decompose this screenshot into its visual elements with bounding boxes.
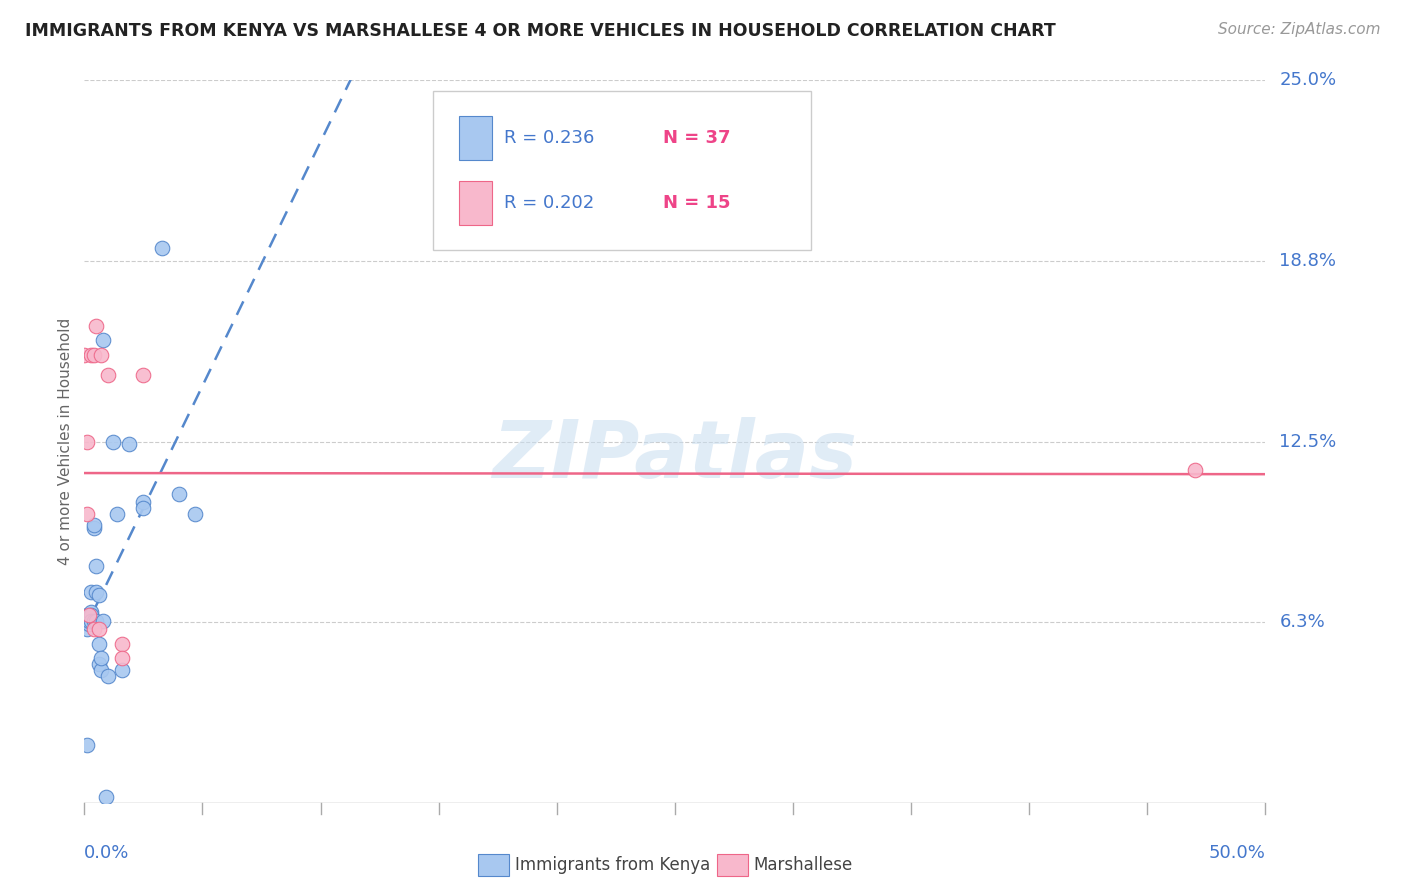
Point [76, 607, 98, 622]
Text: IMMIGRANTS FROM KENYA VS MARSHALLESE 4 OR MORE VEHICLES IN HOUSEHOLD CORRELATION: IMMIGRANTS FROM KENYA VS MARSHALLESE 4 O… [25, 22, 1056, 40]
Point [76, 623, 98, 637]
Point [94, 790, 117, 805]
Point [111, 651, 134, 665]
Point [1184, 463, 1206, 477]
Point [132, 501, 155, 516]
Point [91, 614, 114, 628]
Text: ZIPatlas: ZIPatlas [492, 417, 858, 495]
Text: 25.0%: 25.0% [1279, 71, 1337, 89]
Point [80, 584, 103, 599]
Point [80, 605, 103, 619]
Point [80, 348, 103, 362]
Point [111, 637, 134, 651]
Point [87, 623, 110, 637]
Point [90, 651, 112, 665]
Point [77, 614, 100, 628]
Point [111, 663, 134, 677]
Point [167, 486, 190, 500]
Text: R = 0.236: R = 0.236 [503, 129, 593, 147]
Point [91, 334, 114, 348]
Point [90, 663, 112, 677]
Point [97, 368, 120, 382]
Text: 0.0%: 0.0% [84, 845, 129, 863]
Point [90, 348, 112, 362]
Point [77, 607, 100, 622]
Text: Immigrants from Kenya: Immigrants from Kenya [515, 856, 710, 874]
Point [97, 668, 120, 682]
Point [84, 318, 107, 333]
Point [84, 558, 107, 573]
Point [184, 507, 207, 521]
Point [87, 637, 110, 651]
Point [76, 434, 98, 449]
Text: N = 15: N = 15 [664, 194, 731, 212]
Point [84, 614, 107, 628]
Point [83, 521, 105, 535]
Point [77, 607, 100, 622]
Y-axis label: 4 or more Vehicles in Household: 4 or more Vehicles in Household [58, 318, 73, 566]
Point [80, 614, 103, 628]
FancyBboxPatch shape [458, 181, 492, 225]
Text: R = 0.202: R = 0.202 [503, 194, 593, 212]
Point [76, 507, 98, 521]
Point [132, 368, 155, 382]
Point [77, 607, 100, 622]
Text: 6.3%: 6.3% [1279, 613, 1324, 632]
Point [87, 588, 110, 602]
Text: N = 37: N = 37 [664, 129, 731, 147]
FancyBboxPatch shape [458, 117, 492, 160]
Point [87, 657, 110, 671]
Point [118, 437, 141, 451]
Point [83, 614, 105, 628]
Text: Marshallese: Marshallese [754, 856, 853, 874]
Text: 18.8%: 18.8% [1279, 252, 1336, 270]
Point [77, 611, 100, 625]
Point [83, 623, 105, 637]
Point [84, 584, 107, 599]
FancyBboxPatch shape [433, 91, 811, 250]
Text: Source: ZipAtlas.com: Source: ZipAtlas.com [1218, 22, 1381, 37]
Point [83, 348, 105, 362]
Point [83, 518, 105, 533]
Point [132, 495, 155, 509]
Point [76, 738, 98, 752]
Point [107, 507, 129, 521]
Text: 12.5%: 12.5% [1279, 433, 1337, 450]
Point [73, 348, 96, 362]
Point [76, 614, 98, 628]
Point [101, 434, 124, 449]
Point [80, 607, 103, 622]
Point [150, 241, 173, 255]
Point [77, 616, 100, 631]
Text: 50.0%: 50.0% [1209, 845, 1265, 863]
